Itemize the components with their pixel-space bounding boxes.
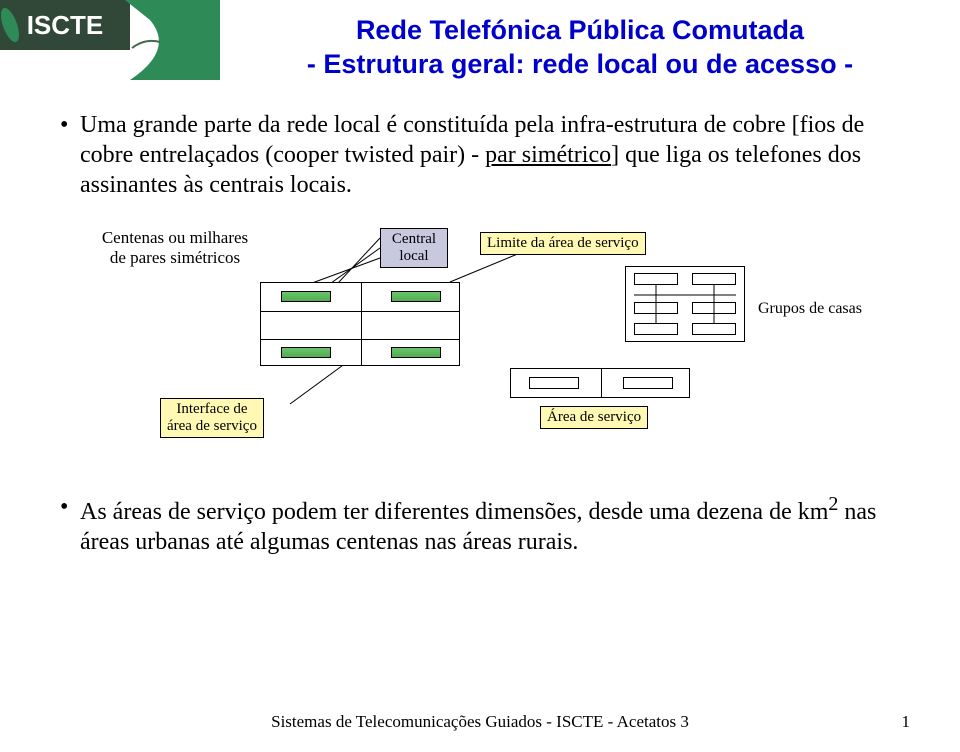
title-line-1: Rede Telefónica Pública Comutada bbox=[230, 14, 930, 48]
diagram: Centenas ou milhares de pares simétricos… bbox=[70, 208, 890, 468]
logo: ISCTE bbox=[0, 0, 220, 80]
bullet2-pre: As áreas de serviço podem ter diferentes… bbox=[80, 499, 828, 525]
limite-box: Limite da área de serviço bbox=[480, 232, 646, 255]
logo-svg: ISCTE bbox=[0, 0, 220, 80]
area-servico-box: Área de serviço bbox=[540, 406, 648, 429]
bullet-list-2: As áreas de serviço podem ter diferentes… bbox=[60, 492, 910, 557]
label-grupos: Grupos de casas bbox=[758, 300, 862, 318]
bullet-2: As áreas de serviço podem ter diferentes… bbox=[60, 492, 910, 557]
servico-grid bbox=[510, 368, 690, 398]
label-centenas: Centenas ou milhares de pares simétricos bbox=[80, 228, 270, 268]
footer-text: Sistemas de Telecomunicações Guiados - I… bbox=[0, 712, 960, 732]
bullet-1: Uma grande parte da rede local é constit… bbox=[60, 110, 910, 200]
houses-grid bbox=[625, 266, 745, 342]
bullet1-underlined: par simétrico bbox=[485, 142, 611, 168]
bullet2-sup: 2 bbox=[828, 493, 838, 515]
title-line-2: - Estrutura geral: rede local ou de aces… bbox=[230, 48, 930, 82]
bullet-list: Uma grande parte da rede local é constit… bbox=[60, 110, 910, 200]
svg-text:ISCTE: ISCTE bbox=[27, 10, 104, 40]
main-grid bbox=[260, 282, 460, 366]
central-local-box: Central local bbox=[380, 228, 448, 268]
content-area: Uma grande parte da rede local é constit… bbox=[60, 110, 910, 565]
interface-box: Interface de área de serviço bbox=[160, 398, 264, 438]
slide-title: Rede Telefónica Pública Comutada - Estru… bbox=[230, 14, 930, 82]
page-number: 1 bbox=[902, 712, 911, 732]
